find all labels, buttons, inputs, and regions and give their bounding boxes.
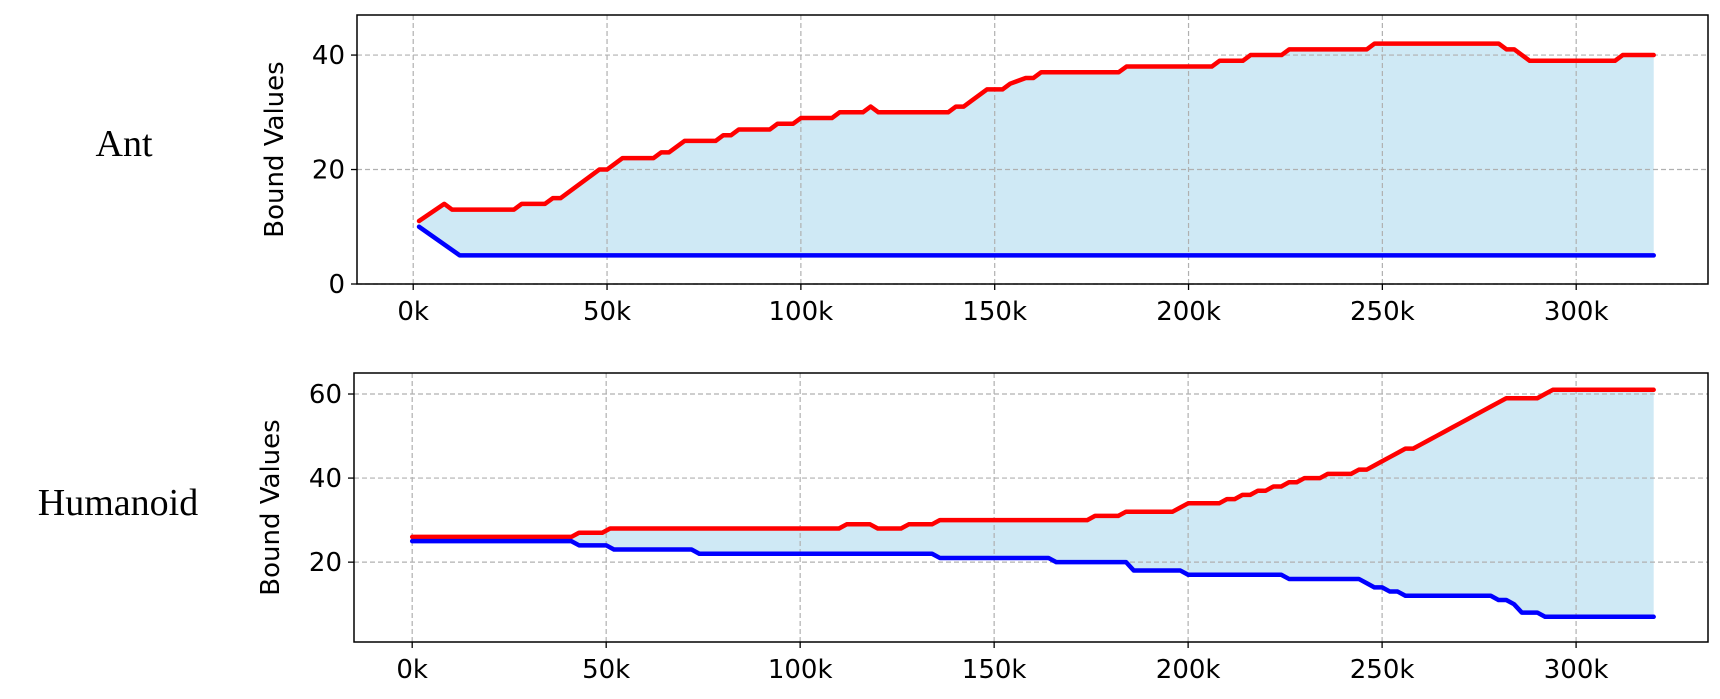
humanoid-lower-bound-line	[409, 538, 1656, 620]
ant-y-tick-label: 40	[312, 41, 345, 71]
row-label-humanoid: Humanoid	[37, 482, 199, 524]
humanoid-y-tick-label: 40	[309, 464, 342, 494]
humanoid-x-tick-label: 200k	[1156, 655, 1221, 685]
ant-x-tick-label: 100k	[769, 297, 834, 327]
ant-y-axis-label: Bound Values	[260, 61, 290, 237]
humanoid-fill-between	[412, 389, 1654, 617]
humanoid-x-tick-label: 50k	[582, 655, 630, 685]
ant-x-tick-label: 150k	[962, 297, 1027, 327]
ant-x-tick-label: 50k	[583, 297, 631, 327]
humanoid-y-tick-label: 20	[309, 548, 342, 578]
ant-x-tick-label: 200k	[1156, 297, 1221, 327]
ant-fill-between	[419, 43, 1654, 256]
row-label-ant: Ant	[95, 123, 153, 165]
humanoid-x-tick-label: 100k	[768, 655, 833, 685]
humanoid-y-tick-label: 60	[309, 380, 342, 410]
humanoid-x-tick-label: 150k	[962, 655, 1027, 685]
humanoid-y-axis-label: Bound Values	[256, 419, 286, 595]
ant-upper-bound-line	[416, 41, 1656, 224]
ant-y-tick-label: 20	[312, 156, 345, 186]
humanoid-upper-bound-line	[409, 387, 1656, 540]
humanoid-x-tick-label: 250k	[1350, 655, 1415, 685]
ant-x-tick-label: 300k	[1544, 297, 1609, 327]
ant-axes-frame	[356, 14, 1709, 285]
ant-x-tick-label: 250k	[1350, 297, 1415, 327]
ant-lower-bound-line	[416, 224, 1656, 258]
ant-x-tick-label: 0k	[397, 297, 429, 327]
ant-y-tick-label: 0	[328, 270, 345, 300]
humanoid-x-tick-label: 300k	[1544, 655, 1609, 685]
humanoid-x-tick-label: 0k	[396, 655, 428, 685]
humanoid-axes-frame	[353, 372, 1709, 643]
